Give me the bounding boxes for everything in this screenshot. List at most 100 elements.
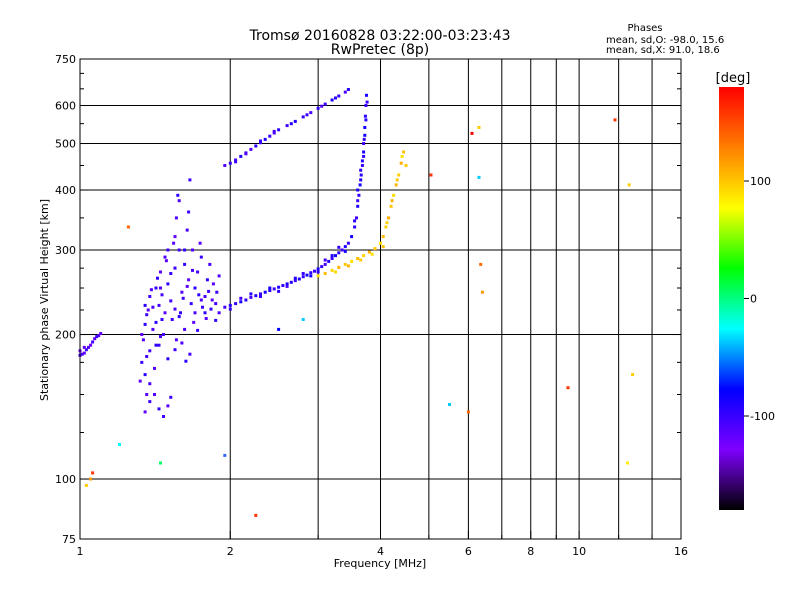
data-point <box>143 303 147 307</box>
data-point <box>172 241 176 245</box>
data-point <box>358 183 362 187</box>
y-tick-label: 500 <box>55 138 76 151</box>
x-tick-label: 4 <box>377 545 384 558</box>
data-point <box>281 284 285 287</box>
data-point <box>91 471 95 475</box>
data-point <box>169 272 173 275</box>
phases-mean-x: mean, sd,X: 91.0, 18.6 <box>606 45 720 56</box>
data-point <box>204 317 208 320</box>
phases-mean-o: mean, sd,O: -98.0, 15.6 <box>606 35 724 46</box>
data-point <box>359 178 363 182</box>
data-point <box>156 276 159 280</box>
data-point <box>346 88 350 91</box>
data-point <box>309 271 313 275</box>
data-point <box>340 248 344 252</box>
data-point <box>259 295 262 298</box>
data-point <box>477 175 481 179</box>
data-point <box>350 259 354 263</box>
data-point <box>95 335 99 339</box>
data-point <box>138 379 142 383</box>
data-point <box>305 273 309 277</box>
data-point <box>330 98 334 102</box>
data-point <box>143 410 147 414</box>
data-point <box>353 225 357 229</box>
data-point <box>404 164 408 167</box>
data-point <box>316 274 320 278</box>
data-point <box>254 144 258 148</box>
data-point <box>309 274 313 278</box>
data-point <box>208 262 212 266</box>
data-point <box>400 154 404 158</box>
data-point <box>145 313 149 317</box>
data-point <box>148 400 152 404</box>
data-point <box>387 216 390 220</box>
data-point <box>263 137 267 141</box>
data-point <box>143 373 147 377</box>
data-point <box>301 318 305 321</box>
data-point <box>184 359 188 363</box>
data-point <box>185 284 189 288</box>
data-point <box>343 245 347 249</box>
data-point <box>316 267 320 271</box>
data-point <box>118 443 121 446</box>
data-point <box>384 225 388 229</box>
data-point <box>126 225 130 229</box>
data-point <box>174 216 178 220</box>
data-point <box>323 262 327 266</box>
data-point <box>365 93 368 97</box>
data-point <box>254 513 258 517</box>
x-tick-label: 8 <box>527 545 534 558</box>
data-point <box>249 292 253 296</box>
data-point <box>272 129 276 133</box>
data-point <box>357 193 361 197</box>
data-point <box>234 158 238 162</box>
data-point <box>82 345 86 349</box>
y-axis: 75 100 200 300 400 500 600 750 <box>55 53 681 546</box>
data-point <box>99 332 103 335</box>
data-point <box>448 403 451 406</box>
data-point <box>334 270 337 274</box>
data-point <box>162 415 165 418</box>
data-point <box>385 221 389 225</box>
data-point <box>362 150 366 154</box>
x-axis-label: Frequency [MHz] <box>334 557 426 570</box>
data-point <box>301 275 305 279</box>
data-point <box>209 307 213 311</box>
data-point <box>160 318 164 321</box>
data-point <box>196 328 200 332</box>
data-point <box>429 173 433 177</box>
data-point <box>162 333 165 336</box>
data-point <box>626 461 629 465</box>
data-point <box>148 382 152 386</box>
data-point <box>223 453 227 457</box>
data-point <box>285 124 289 128</box>
data-point <box>285 282 289 286</box>
data-point <box>363 126 367 129</box>
data-point <box>631 373 635 377</box>
data-point <box>196 270 200 274</box>
grid <box>80 59 681 539</box>
data-point <box>330 268 334 272</box>
data-point <box>337 265 341 269</box>
data-point <box>249 295 253 299</box>
data-point <box>392 193 396 197</box>
data-point <box>201 305 204 309</box>
data-point <box>205 278 209 282</box>
data-point <box>234 302 238 306</box>
data-point <box>151 327 155 331</box>
data-point <box>153 366 156 370</box>
data-point <box>343 262 347 266</box>
data-point <box>217 274 221 278</box>
data-point <box>359 173 363 177</box>
data-point <box>359 258 363 262</box>
data-point <box>187 278 191 282</box>
data-point <box>151 305 155 309</box>
data-point <box>244 298 248 302</box>
data-point <box>390 199 394 203</box>
data-point <box>330 257 334 260</box>
data-point <box>370 252 374 256</box>
data-point <box>181 296 185 300</box>
x-tick-label: 6 <box>465 545 472 558</box>
data-point <box>356 204 360 208</box>
data-point <box>166 248 170 252</box>
